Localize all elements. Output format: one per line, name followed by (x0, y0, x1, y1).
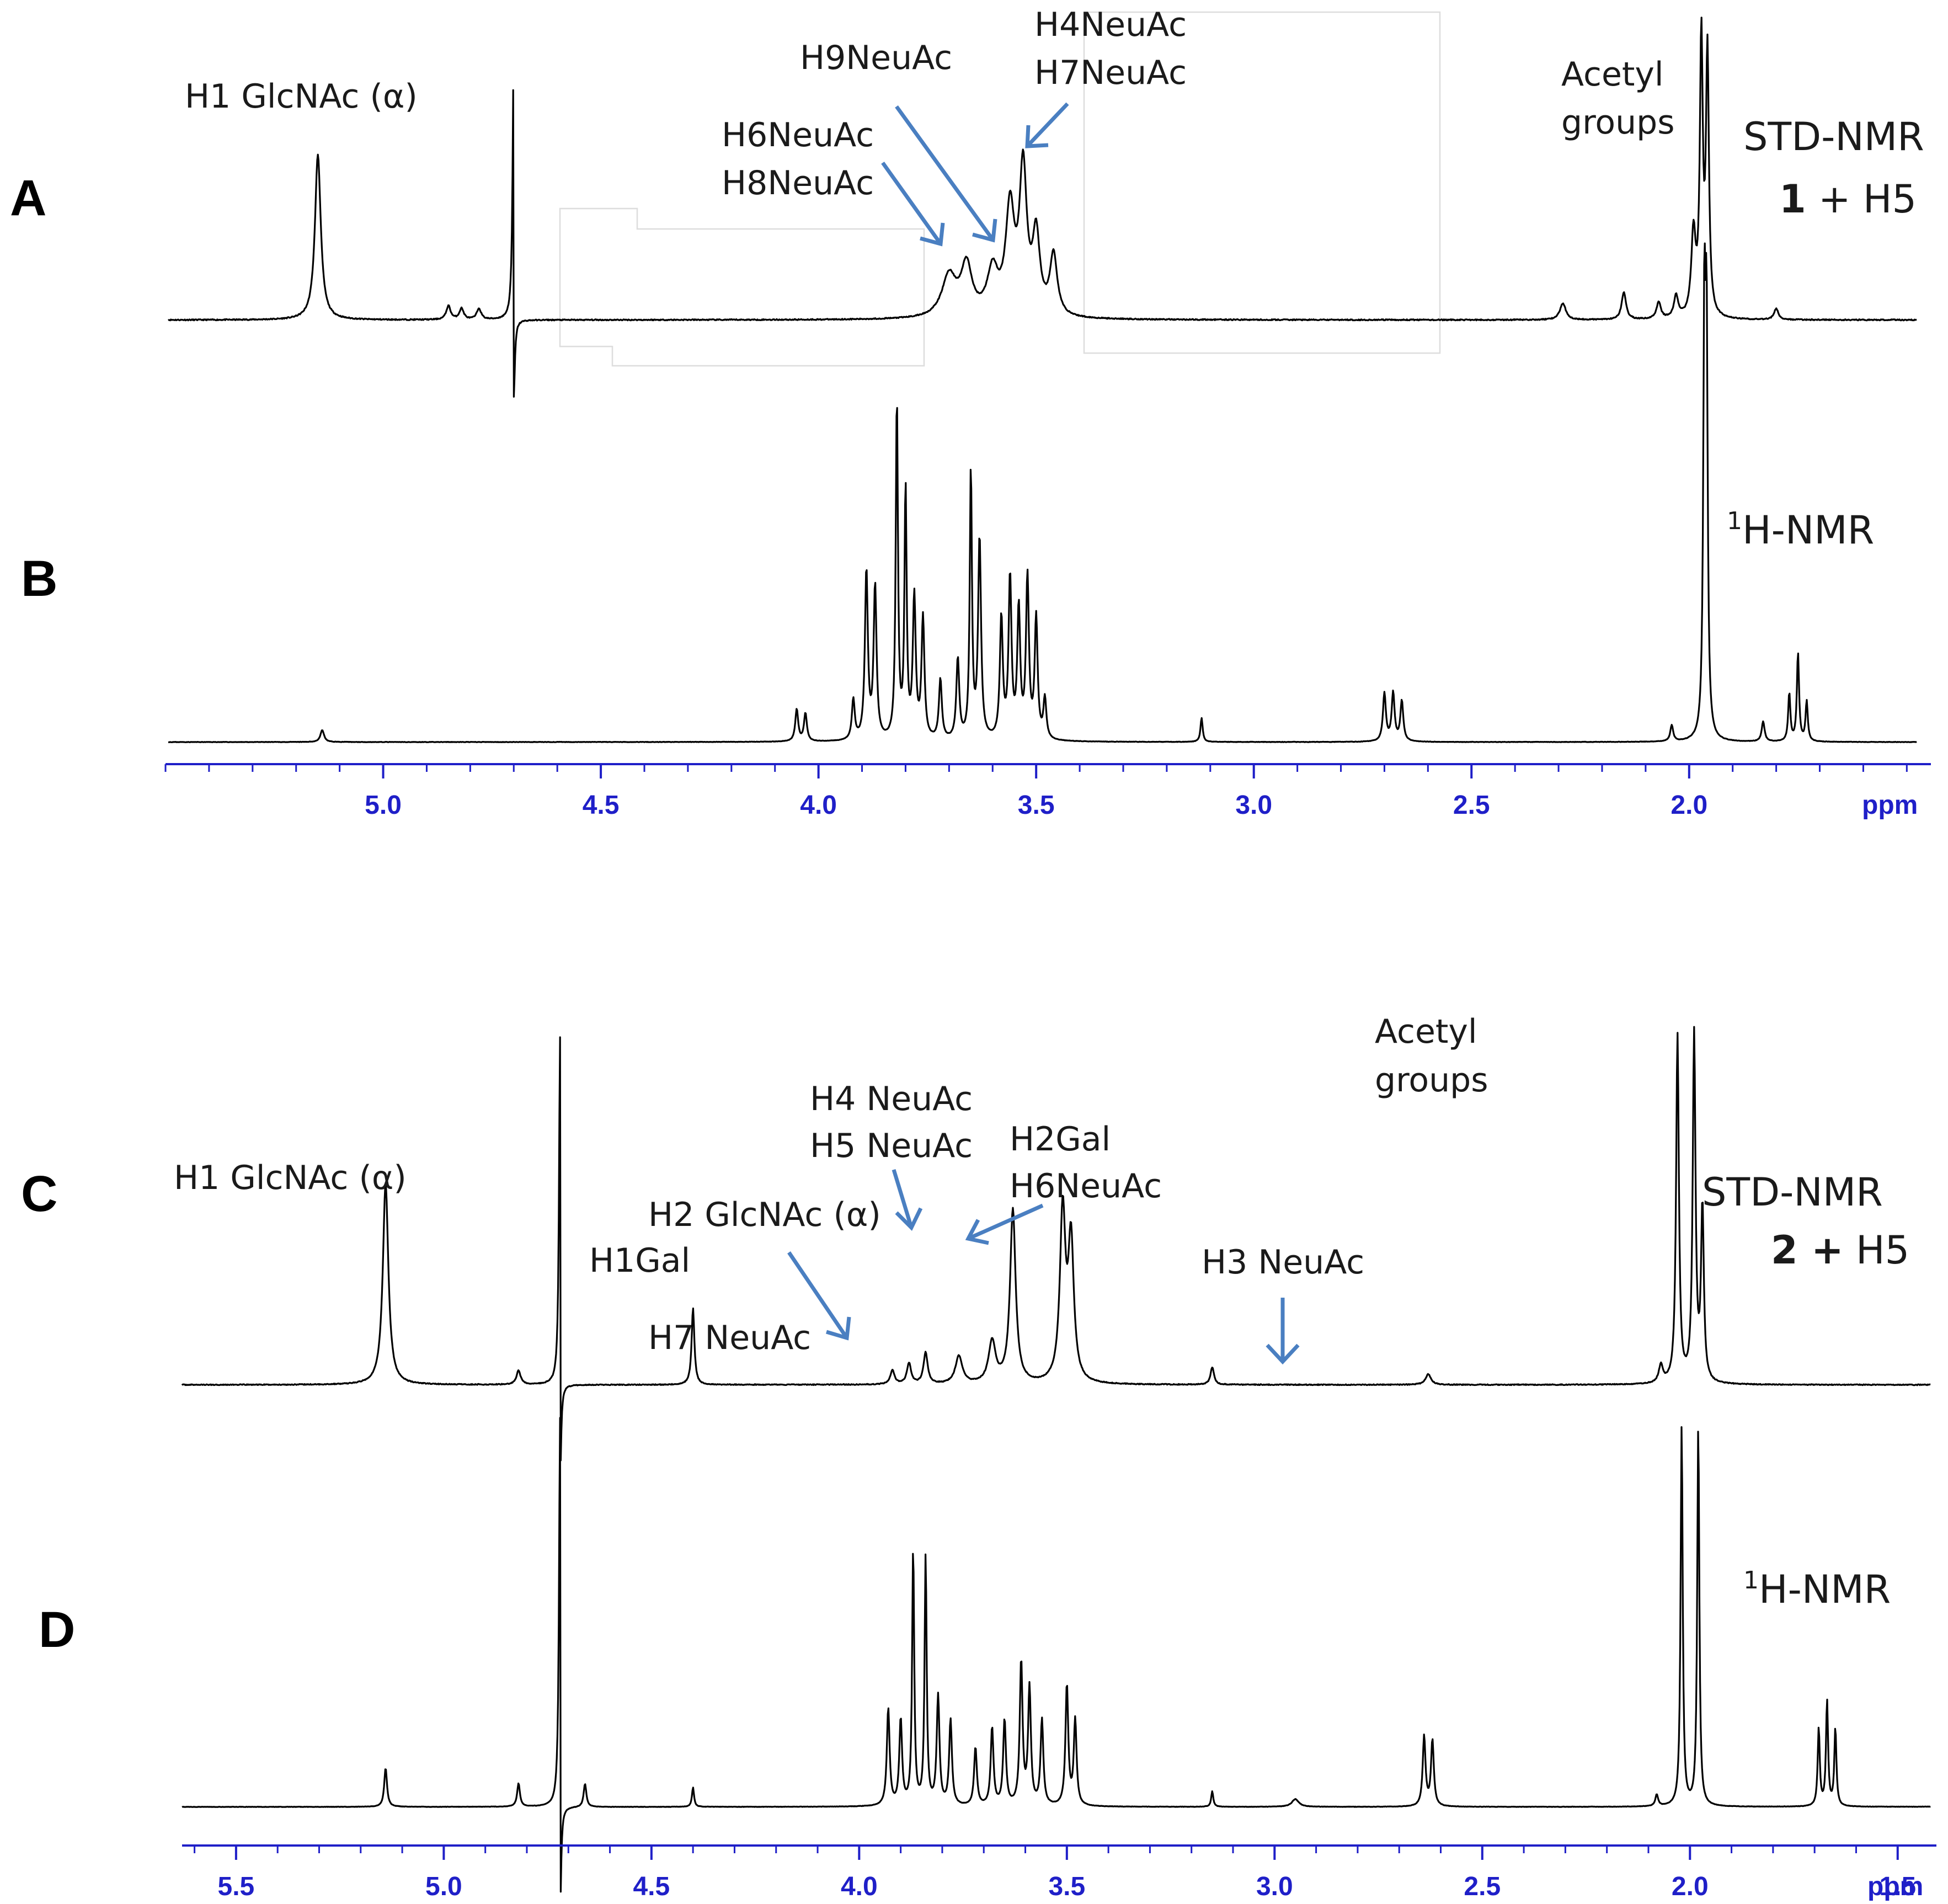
tick-label: 3.0 (1235, 791, 1272, 820)
spectrum-trace-c (181, 1026, 1931, 1462)
annotation-h1-glcnac: H1 GlcNAc (α) (174, 1159, 407, 1197)
axis-unit-label: ppm (1867, 1872, 1923, 1901)
spectrum-trace-a (168, 17, 1917, 398)
annotation-h7-neuac: H7 NeuAc (648, 1319, 811, 1357)
panel-letter-a: A (10, 170, 46, 226)
ligand-label: 1 + H5 (1779, 177, 1917, 222)
arrow-h6-h8 (881, 161, 945, 247)
axis-unit-label: ppm (1862, 791, 1918, 820)
tick-label: 4.0 (800, 791, 837, 820)
annotation-acetyl: Acetyl (1375, 1012, 1477, 1051)
annotation-h1-gal: H1Gal (589, 1241, 690, 1280)
tick-label: 2.0 (1671, 791, 1707, 820)
tick-label: 3.0 (1256, 1872, 1293, 1901)
spectrum-trace-d (182, 1417, 1931, 1893)
ligand-number: 1 (1779, 177, 1806, 222)
annotation-h4-neuac: H4 NeuAc (810, 1080, 973, 1118)
tick-label: 5.0 (425, 1872, 462, 1901)
tick-label: 2.5 (1453, 791, 1490, 820)
arrow-h3 (1266, 1298, 1300, 1365)
panel-d-right-label: 1H-NMR (1743, 1566, 1891, 1612)
tick-group: 5.5 5.0 4.5 4.0 3.5 3.0 2.5 2.0 1.5 (194, 1846, 1916, 1901)
arrow-h4-h7 (1025, 102, 1069, 148)
panel-letter-c: C (21, 1166, 57, 1222)
arrow-h4-h5 (892, 1169, 923, 1231)
panel-letter-b: B (21, 551, 57, 607)
annotation-h1-glcnac: H1 GlcNAc (α) (185, 77, 418, 116)
tick-label: 5.5 (218, 1872, 255, 1901)
annotation-h2-glcnac: H2 GlcNAc (α) (648, 1196, 881, 1234)
tick-label: 2.5 (1464, 1872, 1501, 1901)
h-nmr-label: 1H-NMR (1727, 507, 1874, 553)
annotation-acetyl: Acetyl (1561, 55, 1664, 94)
panel-b-right-label: 1H-NMR (1727, 507, 1874, 553)
ghost-frames (559, 11, 1441, 367)
annotation-h3-neuac: H3 NeuAc (1202, 1243, 1364, 1282)
annotations-panel-a: H1 GlcNAc (α) H9NeuAc H4NeuAc H7NeuAc H6… (185, 6, 1675, 247)
ligand-rest: H5 (1844, 1228, 1909, 1273)
std-nmr-label: STD-NMR (1743, 114, 1924, 159)
annotation-h6-neuac: H6NeuAc (722, 116, 874, 154)
arrow-h2-h6 (965, 1203, 1044, 1245)
tick-label: 3.5 (1048, 1872, 1085, 1901)
annotation-h5-neuac: H5 NeuAc (810, 1127, 973, 1165)
tick-group: 5.0 4.5 4.0 3.5 3.0 2.5 2.0 (164, 764, 1908, 820)
panel-a-right-label: STD-NMR 1 + H5 (1743, 114, 1924, 222)
spectrum-trace-b (168, 242, 1917, 743)
h-nmr-text: H-NMR (1742, 508, 1874, 553)
annotation-groups: groups (1561, 103, 1675, 142)
annotation-h6-neuac: H6NeuAc (1010, 1167, 1162, 1206)
annotation-groups: groups (1375, 1061, 1488, 1100)
ppm-axis-bottom: 5.5 5.0 4.5 4.0 3.5 3.0 2.5 2.0 1.5 ppm (182, 1844, 1936, 1901)
ligand-number: 2 + (1771, 1228, 1844, 1273)
ligand-rest: + H5 (1806, 177, 1917, 222)
tick-label: 4.5 (633, 1872, 670, 1901)
arrow-h2-glcnac (787, 1251, 851, 1341)
annotation-h8-neuac: H8NeuAc (722, 164, 874, 202)
ppm-axis-top: 5.0 4.5 4.0 3.5 3.0 2.5 2.0 ppm (164, 763, 1931, 820)
std-nmr-label: STD-NMR (1702, 1170, 1883, 1215)
h-nmr-label: 1H-NMR (1743, 1566, 1891, 1612)
tick-label: 4.5 (583, 791, 620, 820)
h-nmr-text: H-NMR (1759, 1567, 1891, 1612)
annotation-h4-neuac: H4NeuAc (1034, 6, 1187, 44)
annotation-h9-neuac: H9NeuAc (800, 39, 952, 77)
tick-label: 1.5 (1879, 1872, 1916, 1901)
arrow-h9 (895, 105, 997, 243)
ligand-label: 2 + H5 (1771, 1228, 1909, 1273)
superscript: 1 (1743, 1566, 1759, 1594)
annotation-h2-gal: H2Gal (1010, 1120, 1111, 1159)
annotation-h7-neuac: H7NeuAc (1034, 54, 1187, 92)
tick-label: 2.0 (1672, 1872, 1709, 1901)
tick-label: 5.0 (365, 791, 402, 820)
tick-label: 4.0 (841, 1872, 878, 1901)
annotations-panel-c: H1 GlcNAc (α) H1Gal H4 NeuAc H5 NeuAc H2… (174, 1012, 1488, 1365)
panel-c-right-label: STD-NMR 2 + H5 (1702, 1170, 1909, 1273)
panel-letter-d: D (39, 1602, 75, 1658)
tick-label: 3.5 (1018, 791, 1055, 820)
superscript: 1 (1727, 507, 1742, 535)
